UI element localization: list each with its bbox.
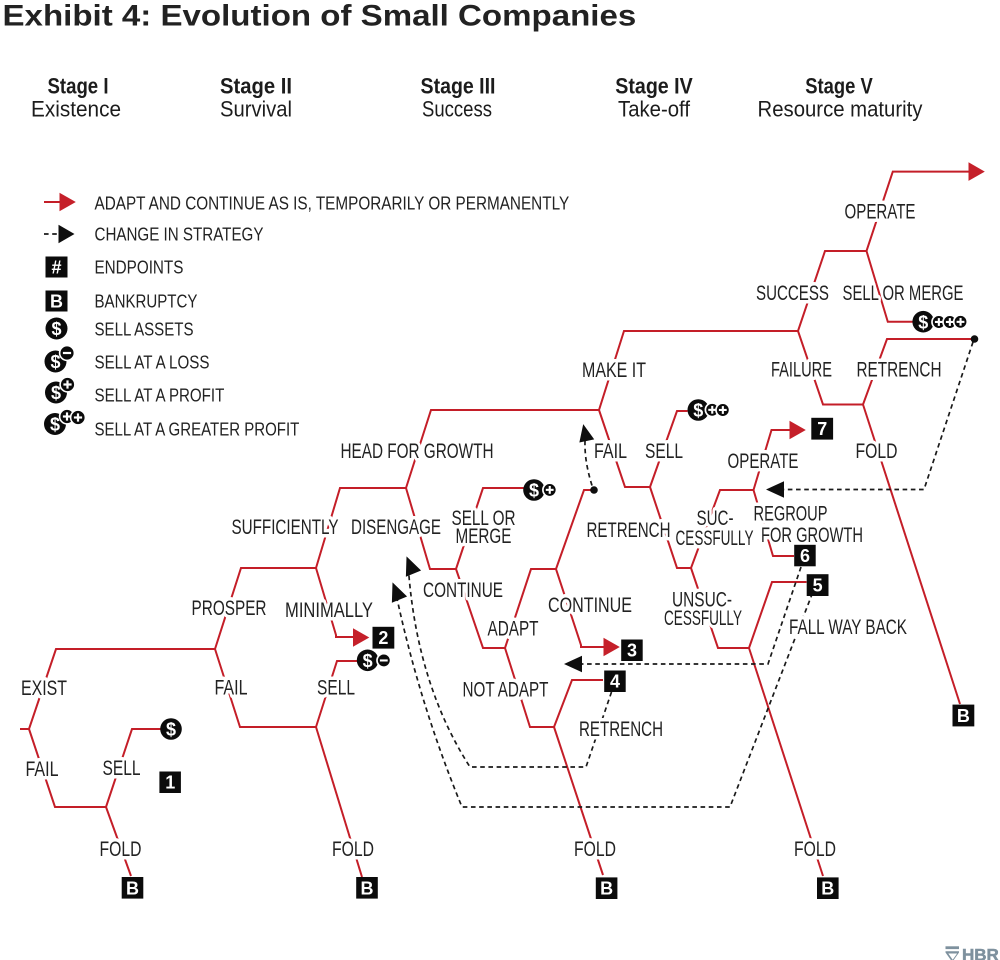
svg-text:$: $ bbox=[363, 651, 373, 671]
svg-text:HEAD FOR GROWTH: HEAD FOR GROWTH bbox=[340, 439, 493, 463]
svg-text:REGROUP: REGROUP bbox=[754, 502, 828, 525]
svg-text:2: 2 bbox=[378, 628, 388, 648]
svg-text:B: B bbox=[50, 292, 63, 312]
svg-text:Take-off: Take-off bbox=[618, 98, 690, 122]
svg-text:RETRENCH: RETRENCH bbox=[586, 517, 670, 541]
svg-text:Resource maturity: Resource maturity bbox=[758, 98, 923, 122]
svg-text:SELL: SELL bbox=[102, 756, 140, 780]
svg-text:BANKRUPTCY: BANKRUPTCY bbox=[95, 291, 198, 312]
svg-text:Existence: Existence bbox=[31, 97, 121, 122]
svg-text:FAILURE: FAILURE bbox=[771, 358, 832, 381]
svg-text:Stage V: Stage V bbox=[805, 75, 873, 99]
svg-text:FOLD: FOLD bbox=[332, 837, 374, 861]
svg-text:SUCCESS: SUCCESS bbox=[756, 280, 829, 304]
svg-text:FOLD: FOLD bbox=[574, 837, 616, 861]
svg-text:DISENGAGE: DISENGAGE bbox=[351, 514, 441, 538]
svg-text:Stage IV: Stage IV bbox=[615, 75, 693, 99]
svg-text:$: $ bbox=[529, 481, 539, 501]
svg-text:FOLD: FOLD bbox=[100, 837, 142, 861]
svg-text:CONTINUE: CONTINUE bbox=[548, 593, 632, 617]
svg-text:6: 6 bbox=[800, 546, 810, 566]
svg-text:NOT ADAPT: NOT ADAPT bbox=[463, 677, 549, 701]
svg-text:PROSPER: PROSPER bbox=[192, 596, 267, 620]
svg-text:ENDPOINTS: ENDPOINTS bbox=[95, 257, 184, 278]
svg-text:CESSFULLY: CESSFULLY bbox=[676, 526, 754, 550]
svg-text:B: B bbox=[126, 878, 139, 898]
svg-text:SELL OR MERGE: SELL OR MERGE bbox=[843, 282, 964, 305]
svg-text:Stage II: Stage II bbox=[220, 75, 292, 99]
svg-text:1: 1 bbox=[165, 773, 175, 793]
svg-text:5: 5 bbox=[813, 576, 823, 596]
svg-text:$: $ bbox=[50, 352, 60, 372]
svg-text:OPERATE: OPERATE bbox=[845, 199, 916, 223]
svg-text:FOLD: FOLD bbox=[794, 837, 836, 861]
svg-text:RETRENCH: RETRENCH bbox=[856, 357, 941, 381]
svg-text:B: B bbox=[957, 706, 970, 726]
svg-text:ADAPT: ADAPT bbox=[487, 616, 538, 640]
svg-text:$: $ bbox=[50, 415, 60, 435]
svg-text:EXIST: EXIST bbox=[21, 676, 67, 700]
svg-text:$: $ bbox=[51, 319, 61, 339]
svg-text:CHANGE IN STRATEGY: CHANGE IN STRATEGY bbox=[95, 224, 264, 245]
svg-text:Stage III: Stage III bbox=[421, 74, 496, 98]
svg-text:Success: Success bbox=[422, 98, 492, 122]
svg-text:HBR: HBR bbox=[962, 945, 999, 960]
svg-text:FOR GROWTH: FOR GROWTH bbox=[761, 523, 863, 546]
svg-text:MERGE: MERGE bbox=[456, 524, 512, 548]
svg-text:OPERATE: OPERATE bbox=[728, 448, 799, 472]
svg-text:Stage I: Stage I bbox=[48, 75, 109, 99]
svg-text:FAIL: FAIL bbox=[594, 439, 627, 463]
svg-text:B: B bbox=[361, 878, 374, 898]
svg-text:B: B bbox=[821, 879, 834, 899]
svg-text:FAIL: FAIL bbox=[26, 757, 59, 781]
svg-text:Exhibit 4: Evolution of Small: Exhibit 4: Evolution of Small Companies bbox=[3, 0, 637, 32]
svg-text:CESSFULLY: CESSFULLY bbox=[664, 606, 742, 630]
svg-text:ADAPT AND CONTINUE AS IS, TEMP: ADAPT AND CONTINUE AS IS, TEMPORARILY OR… bbox=[95, 193, 570, 214]
svg-text:FAIL: FAIL bbox=[215, 675, 248, 699]
svg-text:$: $ bbox=[166, 720, 176, 740]
svg-text:3: 3 bbox=[627, 641, 637, 661]
svg-text:B: B bbox=[600, 879, 613, 899]
svg-text:$: $ bbox=[693, 401, 703, 421]
svg-text:SELL OR: SELL OR bbox=[452, 506, 516, 530]
svg-text:MAKE IT: MAKE IT bbox=[582, 358, 646, 382]
svg-text:CONTINUE: CONTINUE bbox=[423, 578, 503, 602]
svg-text:SELL AT A PROFIT: SELL AT A PROFIT bbox=[95, 385, 225, 406]
svg-text:SELL AT A LOSS: SELL AT A LOSS bbox=[95, 352, 210, 373]
svg-text:$: $ bbox=[51, 383, 61, 403]
svg-text:SELL AT A GREATER PROFIT: SELL AT A GREATER PROFIT bbox=[95, 419, 300, 440]
svg-text:#: # bbox=[51, 258, 61, 278]
svg-text:$: $ bbox=[918, 312, 928, 332]
svg-text:SELL ASSETS: SELL ASSETS bbox=[95, 319, 194, 340]
svg-text:SUC-: SUC- bbox=[697, 505, 734, 529]
svg-text:FALL WAY BACK: FALL WAY BACK bbox=[789, 615, 908, 639]
svg-text:RETRENCH: RETRENCH bbox=[579, 716, 663, 740]
svg-text:MINIMALLY: MINIMALLY bbox=[285, 599, 373, 622]
svg-text:FOLD: FOLD bbox=[856, 439, 898, 463]
svg-text:SUFFICIENTLY: SUFFICIENTLY bbox=[232, 515, 339, 539]
svg-text:4: 4 bbox=[610, 672, 620, 692]
svg-text:SELL: SELL bbox=[645, 439, 683, 463]
svg-text:UNSUC-: UNSUC- bbox=[672, 587, 732, 611]
svg-text:Survival: Survival bbox=[220, 98, 292, 122]
svg-text:7: 7 bbox=[817, 419, 827, 439]
svg-text:SELL: SELL bbox=[317, 675, 355, 699]
